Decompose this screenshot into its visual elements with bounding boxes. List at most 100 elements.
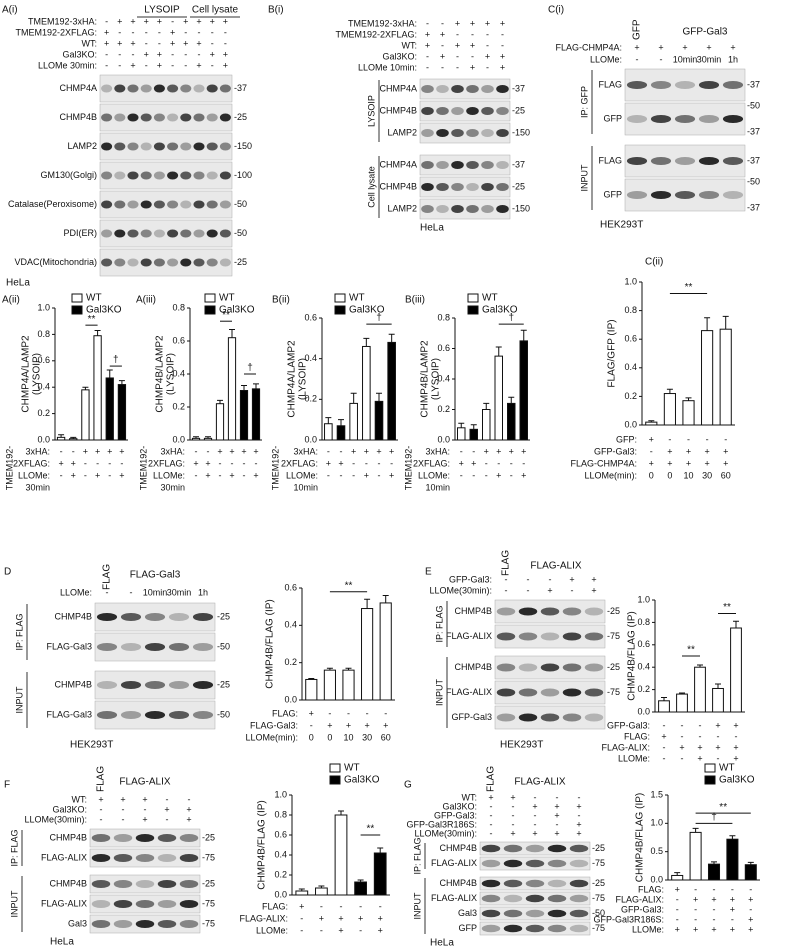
legend-swatch — [467, 293, 479, 303]
error-bar — [711, 861, 717, 865]
condition-value: - — [660, 54, 663, 64]
condition-label: GFP-Gal3R186S: — [406, 819, 477, 829]
condition-value: + — [319, 913, 324, 923]
condition-value: + — [389, 446, 394, 456]
condition-label: TMEM192-2XFLAG: — [335, 29, 417, 39]
error-bar — [193, 436, 199, 439]
error-bar — [357, 879, 364, 882]
condition-value: + — [142, 794, 147, 804]
condition-value: - — [60, 446, 63, 456]
mw-marker: -150 — [512, 127, 530, 137]
blot-band — [421, 205, 434, 213]
condition-value: - — [636, 54, 639, 64]
condition-label: 3xHA: — [25, 446, 50, 456]
blot-band — [496, 129, 509, 137]
blot-band — [135, 920, 155, 928]
condition-value: - — [668, 434, 671, 444]
condition-value: - — [224, 27, 227, 37]
y-tick-label: 1.0 — [37, 302, 50, 312]
condition-value: - — [384, 708, 387, 718]
condition-value: - — [512, 810, 515, 820]
condition-value: + — [157, 49, 162, 59]
blot-band — [193, 200, 205, 209]
blot-band — [540, 688, 560, 697]
blot-band — [206, 200, 218, 209]
blot-band — [562, 713, 582, 722]
y-axis-label: CHMP4B/FLAG (IP) — [265, 599, 276, 688]
condition-label: WT: — [72, 794, 88, 804]
blot-band — [157, 834, 177, 842]
error-bar — [318, 885, 325, 888]
error-bar — [704, 317, 711, 331]
condition-label: LLOMe 30min: — [38, 60, 97, 70]
blot-band — [168, 681, 190, 689]
condition-value: + — [117, 16, 122, 26]
blot-band — [157, 880, 177, 888]
blot-band — [101, 171, 113, 180]
condition-label: Gal3KO: — [52, 804, 87, 814]
condition-value: + — [496, 470, 501, 480]
condition-value: - — [118, 49, 121, 59]
condition-value: + — [697, 742, 702, 752]
blot-band — [180, 258, 192, 267]
condition-value: + — [378, 925, 383, 935]
bar — [694, 666, 706, 713]
condition-label: Gal3KO: — [442, 801, 477, 811]
condition-value: - — [166, 814, 169, 824]
condition-value: - — [731, 884, 734, 894]
blot-band — [91, 834, 111, 842]
blot-band — [540, 663, 560, 672]
blot-band — [153, 200, 165, 209]
condition-value: + — [164, 804, 169, 814]
blot-band — [120, 613, 142, 621]
blot-band — [569, 879, 589, 888]
condition-label: 2XFLAG: — [413, 458, 450, 468]
condition-label: FLAG: — [272, 708, 298, 718]
mw-marker: -75 — [202, 898, 215, 908]
condition-value: + — [253, 446, 258, 456]
condition-label: FLAG-ALIX: — [239, 913, 288, 923]
condition-label: TMEM192-3xHA: — [348, 18, 417, 28]
blot-band — [219, 142, 231, 151]
error-bar — [325, 417, 332, 424]
blot-band — [496, 713, 516, 722]
blot-band — [153, 142, 165, 151]
blot-band — [503, 894, 523, 903]
condition-value: - — [571, 585, 574, 595]
error-bar — [308, 678, 315, 680]
condition-value: - — [105, 16, 108, 26]
error-bar — [106, 369, 113, 378]
legend-label: WT — [719, 763, 735, 774]
condition-value: + — [485, 51, 490, 61]
legend-label: WT — [344, 763, 360, 774]
condition-label: Gal3KO: — [62, 49, 97, 59]
lane-group-label: FLAG — [501, 550, 512, 576]
cell-line: HeLa — [6, 278, 30, 289]
y-axis-label: (LYSOIP) — [431, 358, 442, 400]
blot-band — [503, 909, 523, 918]
significance-mark: † — [113, 355, 119, 366]
bar — [494, 355, 503, 441]
condition-value: 10 — [343, 732, 353, 742]
error-bar — [377, 847, 384, 853]
band-label: CHMP4B — [379, 105, 417, 115]
blot-band — [569, 894, 589, 903]
legend-swatch — [71, 293, 83, 303]
panel-label: E — [425, 567, 432, 578]
condition-value: + — [83, 446, 88, 456]
blot-strip — [99, 103, 233, 132]
condition-value: + — [223, 60, 228, 70]
condition-value: + — [667, 446, 672, 456]
y-tick-label: 0.4 — [637, 662, 650, 672]
condition-value: 1h — [198, 587, 208, 597]
bar — [191, 437, 201, 441]
band-label: FLAG-ALIX — [446, 631, 492, 641]
y-tick-label: 0.4 — [624, 362, 637, 372]
condition-value: - — [490, 828, 493, 838]
y-tick-label: 0.2 — [437, 404, 450, 414]
blot-band — [481, 894, 501, 903]
condition-value: + — [351, 446, 356, 456]
blot-band — [101, 113, 113, 122]
condition-value: - — [366, 708, 369, 718]
blot-band — [114, 200, 126, 209]
